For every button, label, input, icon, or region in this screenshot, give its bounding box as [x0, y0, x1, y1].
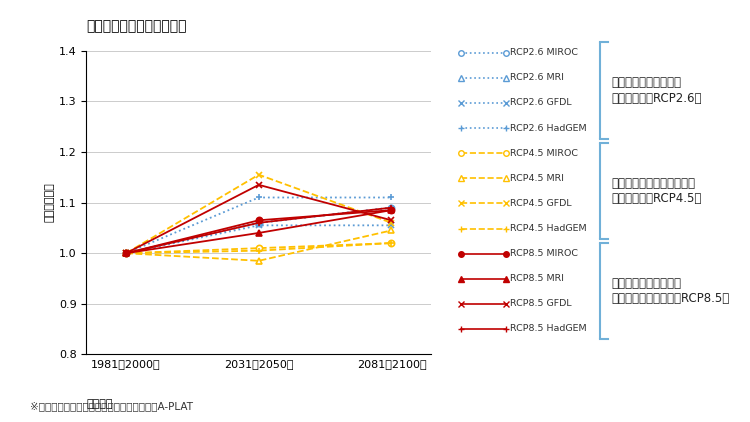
Text: RCP8.5 MRI: RCP8.5 MRI: [510, 274, 564, 283]
Text: RCP4.5 MRI: RCP4.5 MRI: [510, 174, 564, 183]
Y-axis label: 相対値（倍）: 相対値（倍）: [44, 183, 55, 222]
Text: ※出典　気候変動適応情報プラットフォームA-PLAT: ※出典 気候変動適応情報プラットフォームA-PLAT: [30, 401, 193, 411]
Text: 神奈川県　将来の年降水量: 神奈川県 将来の年降水量: [86, 19, 187, 33]
Text: 取られなかった場合（RCP8.5）: 取られなかった場合（RCP8.5）: [611, 292, 730, 306]
Text: 有効な気候変動対策が: 有効な気候変動対策が: [611, 277, 681, 290]
Text: 取った場合（RCP4.5）: 取った場合（RCP4.5）: [611, 192, 702, 205]
Text: RCP4.5 HadGEM: RCP4.5 HadGEM: [510, 224, 586, 233]
Text: RCP2.6 GFDL: RCP2.6 GFDL: [510, 98, 572, 108]
Text: RCP2.6 MIROC: RCP2.6 MIROC: [510, 48, 578, 57]
Text: 厳しい気候変動対策を: 厳しい気候変動対策を: [611, 76, 681, 89]
Text: 一定程度の気候変動対策を: 一定程度の気候変動対策を: [611, 177, 695, 190]
Text: RCP4.5 MIROC: RCP4.5 MIROC: [510, 149, 578, 158]
Text: RCP4.5 GFDL: RCP4.5 GFDL: [510, 199, 572, 208]
Text: 取った場合（RCP2.6）: 取った場合（RCP2.6）: [611, 92, 702, 105]
Text: 基準期間: 基準期間: [86, 399, 112, 409]
Text: RCP8.5 MIROC: RCP8.5 MIROC: [510, 249, 578, 258]
Text: RCP8.5 HadGEM: RCP8.5 HadGEM: [510, 325, 586, 333]
Text: RCP2.6 HadGEM: RCP2.6 HadGEM: [510, 124, 586, 133]
Text: RCP2.6 MRI: RCP2.6 MRI: [510, 73, 564, 82]
Text: RCP8.5 GFDL: RCP8.5 GFDL: [510, 299, 572, 308]
